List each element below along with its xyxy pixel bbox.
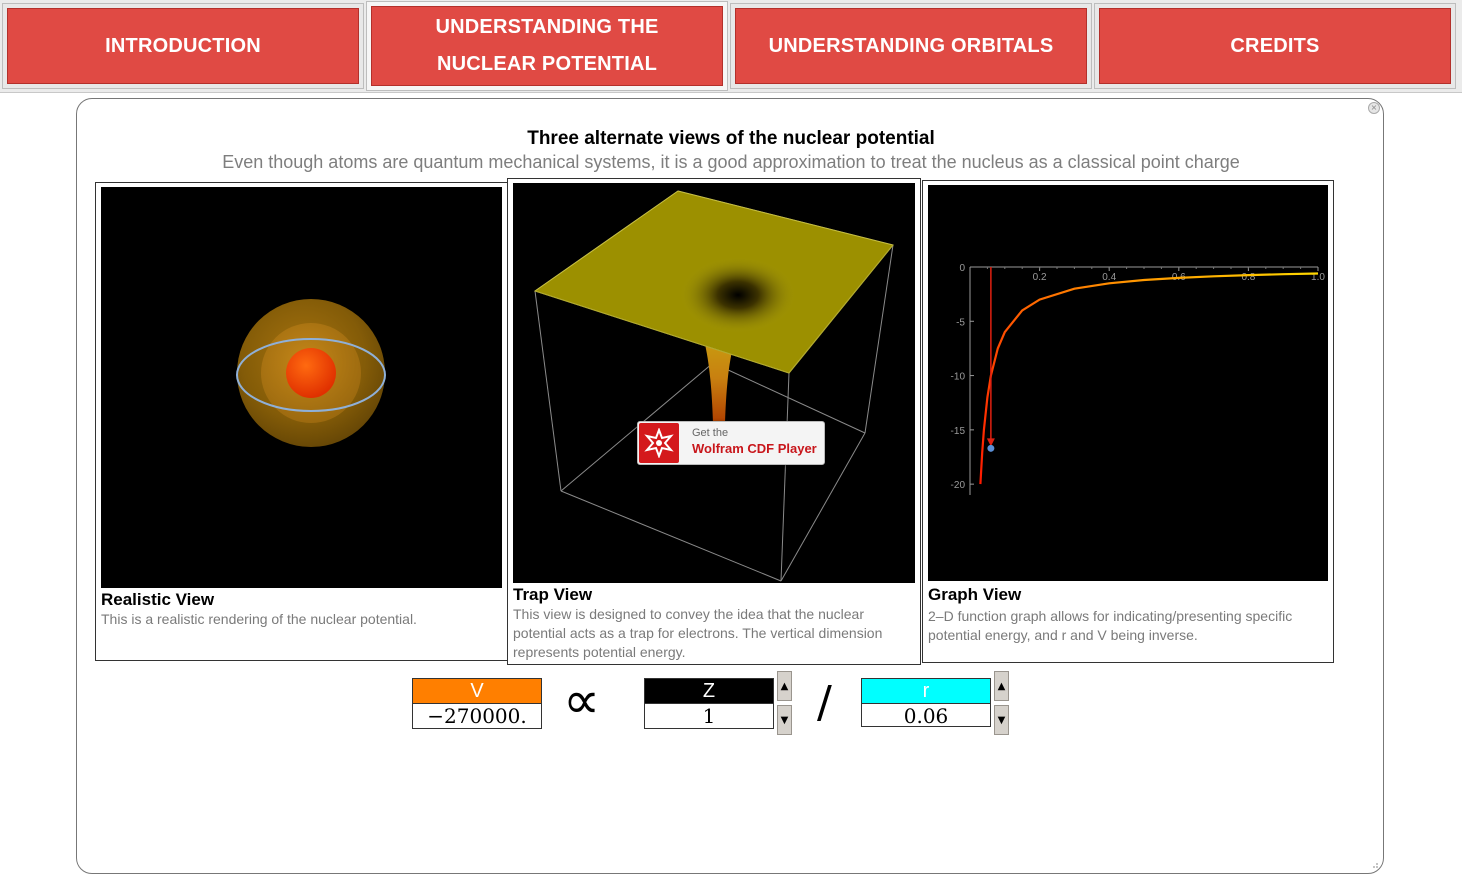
panel-title: Three alternate views of the nuclear pot…	[527, 128, 935, 149]
potential-curve	[979, 272, 1319, 485]
close-icon[interactable]: ×	[1368, 102, 1380, 114]
proportional-symbol: ∝	[563, 671, 601, 731]
graph-view-card: 0.2 0.4 0.6 0.8 1.0 0 -5 -10 -15 -20 Graph View 2…	[922, 180, 1334, 663]
x-tick-label: 0.2	[1033, 272, 1047, 283]
realistic-view-title: Realistic View	[101, 590, 215, 609]
z-label: Z	[645, 679, 773, 703]
tab-orbitals[interactable]: UNDERSTANDING ORBITALS	[730, 3, 1092, 89]
tab-credits[interactable]: CREDITS	[1094, 3, 1456, 89]
tab-label: UNDERSTANDING ORBITALS	[768, 34, 1054, 57]
y-tick-label: -10	[951, 372, 966, 383]
divide-symbol: /	[817, 677, 832, 728]
trap-view-graphic	[533, 190, 894, 582]
trap-view-title: Trap View	[513, 585, 593, 604]
x-tick-label: 1.0	[1311, 272, 1325, 283]
down-arrow-icon: ▼	[997, 714, 1006, 726]
r-value-input[interactable]: 0.06	[862, 703, 990, 728]
realistic-view-card: Realistic View This is a realistic rende…	[95, 182, 508, 661]
tab-bar: INTRODUCTION UNDERSTANDING THE NUCLEAR P…	[0, 0, 1462, 93]
r-field: r 0.06	[861, 678, 991, 728]
r-increment-button[interactable]: ▲	[994, 671, 1009, 701]
tab-orbitals-button[interactable]: UNDERSTANDING ORBITALS	[735, 8, 1087, 84]
nucleus-core	[286, 348, 336, 398]
y-tick-label: 0	[959, 263, 965, 274]
realistic-view-canvas[interactable]	[101, 187, 502, 588]
potential-well	[680, 257, 796, 333]
up-arrow-icon: ▲	[780, 680, 789, 692]
graph-view-canvas[interactable]: 0.2 0.4 0.6 0.8 1.0 0 -5 -10 -15 -20	[928, 185, 1328, 581]
v-label: V	[413, 679, 541, 703]
z-field: Z 1	[644, 678, 774, 729]
graph-view-title: Graph View	[928, 585, 1022, 604]
cdf-badge-line1: Get the	[692, 427, 729, 439]
tab-credits-button[interactable]: CREDITS	[1099, 8, 1451, 84]
tab-label: INTRODUCTION	[105, 34, 261, 57]
z-decrement-button[interactable]: ▼	[777, 705, 792, 735]
x-tick-label: 0.8	[1241, 272, 1255, 283]
trap-view-desc: This view is designed to convey the idea…	[513, 606, 883, 660]
graph-view-chart: 0.2 0.4 0.6 0.8 1.00-5-10-15-20	[951, 263, 1325, 495]
tab-introduction[interactable]: INTRODUCTION	[2, 3, 364, 89]
trap-view-card: Get the Wolfram CDF Player Trap View Thi…	[507, 178, 921, 665]
r-label: r	[862, 679, 990, 703]
v-value: −270000.	[413, 703, 541, 728]
realistic-view-desc: This is a realistic rendering of the nuc…	[101, 611, 417, 627]
graph-view-desc: 2–D function graph allows for indicating…	[928, 608, 1293, 643]
v-field: V −270000.	[412, 678, 542, 729]
tab-nuclear-potential-button[interactable]: UNDERSTANDING THE NUCLEAR POTENTIAL	[371, 6, 723, 86]
realistic-view-graphic	[236, 299, 386, 447]
z-increment-button[interactable]: ▲	[777, 671, 792, 701]
down-arrow-icon: ▼	[780, 714, 789, 726]
cdf-player-badge[interactable]: Get the Wolfram CDF Player	[637, 421, 825, 465]
y-tick-label: -20	[951, 480, 966, 491]
up-arrow-icon: ▲	[997, 680, 1006, 692]
tab-introduction-button[interactable]: INTRODUCTION	[7, 8, 359, 84]
y-tick-label: -15	[951, 426, 966, 437]
highlight-point	[987, 444, 995, 452]
x-tick-label: 0.4	[1102, 272, 1116, 283]
panel-subtitle: Even though atoms are quantum mechanical…	[222, 152, 1240, 172]
tab-label-line1: UNDERSTANDING THE	[435, 16, 659, 38]
trap-view-canvas[interactable]: Get the Wolfram CDF Player	[513, 183, 915, 583]
cdf-badge-line2: Wolfram CDF Player	[692, 441, 817, 456]
content-panel: × Three alternate views of the nuclear p…	[76, 98, 1384, 874]
wolfram-logo-icon	[639, 423, 679, 463]
y-tick-label: -5	[956, 317, 965, 328]
z-value-input[interactable]: 1	[645, 703, 773, 728]
tab-label: CREDITS	[1230, 34, 1320, 57]
r-marker-arrow	[986, 438, 995, 447]
r-decrement-button[interactable]: ▼	[994, 705, 1009, 735]
tab-nuclear-potential[interactable]: UNDERSTANDING THE NUCLEAR POTENTIAL	[366, 1, 728, 91]
resize-grip-icon[interactable]	[1369, 859, 1379, 869]
tab-label-line2: NUCLEAR POTENTIAL	[436, 53, 658, 75]
orbit-ring	[236, 338, 386, 412]
